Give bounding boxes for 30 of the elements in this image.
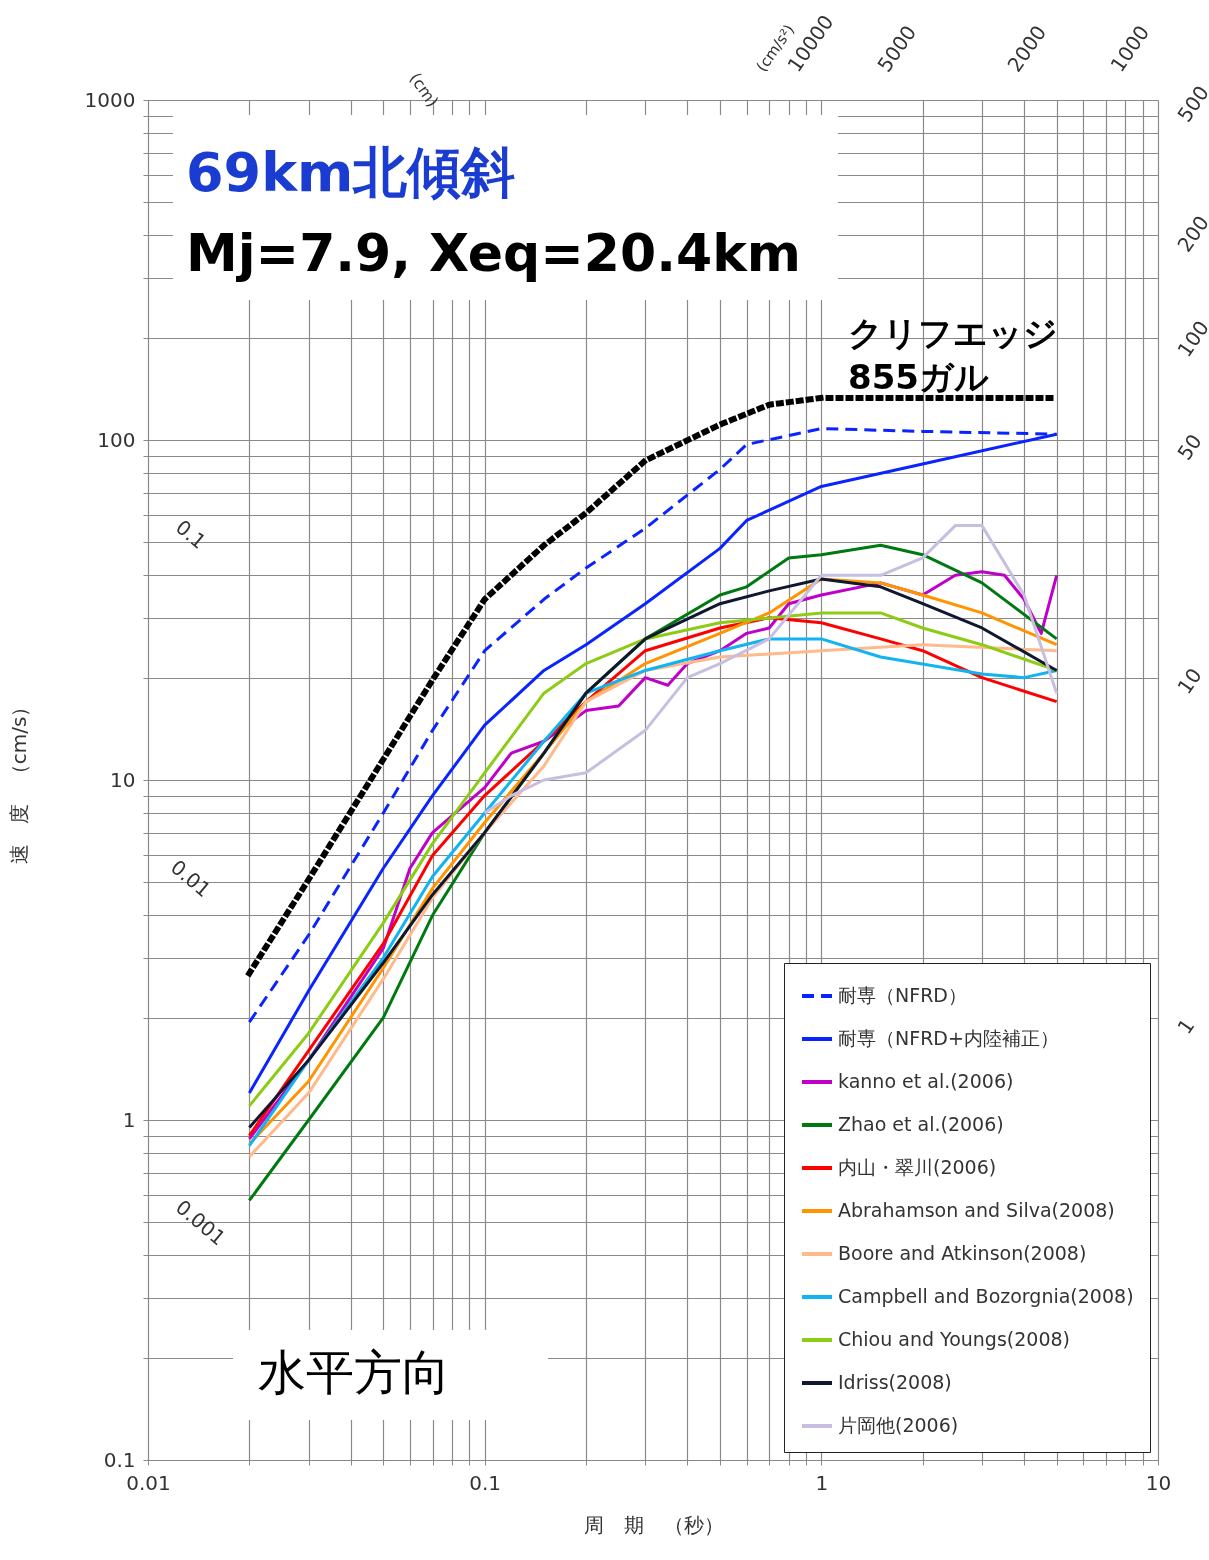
annotation: 0.1 [170, 515, 211, 554]
y-tick-label: 10 [110, 767, 136, 792]
text: 10 [1172, 663, 1207, 699]
x-tick-label: 0.1 [469, 1470, 502, 1495]
y-axis-title: 速 度 （cm/s） [6, 696, 31, 865]
legend-label: 耐専（NFRD） [838, 984, 967, 1006]
text: 69km北傾斜 [186, 141, 516, 204]
x-axis-title: 周 期 （秒） [583, 1512, 724, 1537]
annotation: クリフエッジ 855ガル [848, 313, 1058, 397]
legend-label: Boore and Atkinson(2008) [838, 1242, 1087, 1264]
annotation: 水平方向 [258, 1344, 450, 1400]
y-tick-label: 0.1 [103, 1447, 136, 1472]
legend-label: 内山・翠川(2006) [838, 1156, 997, 1178]
legend-label: Idriss(2008) [838, 1371, 952, 1393]
legend-label: 耐専（NFRD+内陸補正） [838, 1027, 1059, 1049]
y-tick-label: 1000 [84, 87, 136, 112]
text: 50 [1172, 429, 1207, 465]
y-tick-label: 100 [97, 427, 136, 452]
text: 1 [1172, 1014, 1200, 1039]
x-tick-label: 1 [815, 1470, 829, 1495]
y-tick-label: 1 [122, 1107, 136, 1132]
legend-label: kanno et al.(2006) [838, 1070, 1014, 1092]
x-tick-label: 0.01 [126, 1470, 171, 1495]
legend-label: 片岡他(2006) [838, 1414, 959, 1436]
legend-label: Abrahamson and Silva(2008) [838, 1199, 1115, 1221]
legend-label: Campbell and Bozorgnia(2008) [838, 1285, 1134, 1307]
legend-label: Zhao et al.(2006) [838, 1113, 1004, 1135]
x-tick-label: 10 [1145, 1470, 1172, 1495]
legend-label: Chiou and Youngs(2008) [838, 1328, 1071, 1350]
text: Mj=7.9, Xeq=20.4km [186, 223, 801, 283]
